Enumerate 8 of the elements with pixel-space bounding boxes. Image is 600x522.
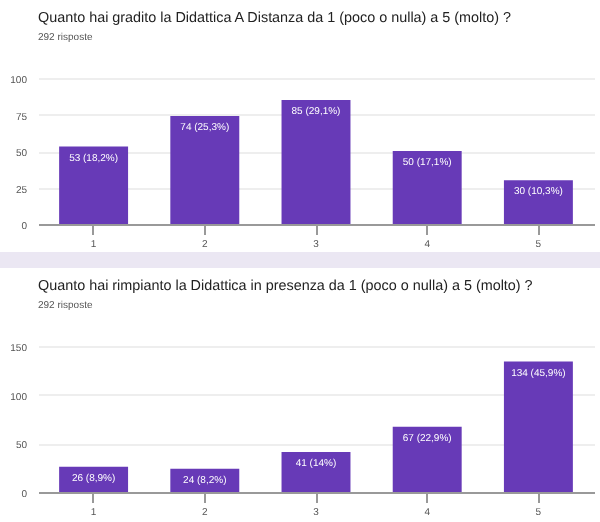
bar [503, 361, 573, 492]
bar [392, 426, 462, 492]
bar [281, 99, 351, 224]
bar [503, 180, 573, 224]
bar [281, 452, 351, 492]
bar [392, 151, 462, 224]
bar [59, 146, 129, 224]
bar [170, 115, 240, 224]
